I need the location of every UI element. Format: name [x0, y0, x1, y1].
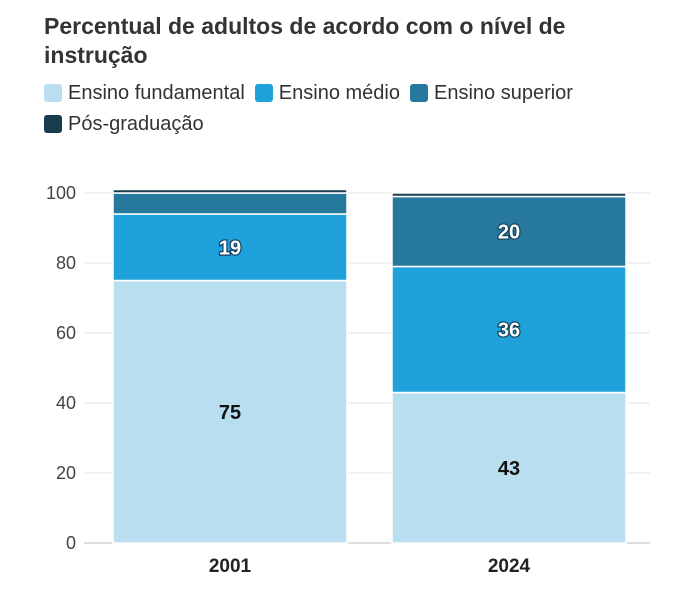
data-label-2024-0: 43	[498, 458, 520, 480]
legend-swatch-ensino-fundamental	[44, 84, 62, 102]
legend-label-ensino-superior: Ensino superior	[433, 82, 573, 104]
x-category-label-2001: 2001	[209, 556, 252, 577]
chart-title: Percentual de adultos de acordo com o ní…	[44, 13, 566, 68]
data-label-2001-1: 19	[219, 237, 241, 259]
y-tick-label-0: 0	[66, 533, 76, 553]
bar-segment-2024-1[interactable]	[391, 265, 627, 394]
legend-label-pos-graduacao: Pós-graduação	[68, 113, 204, 135]
legend-swatch-pos-graduacao	[44, 115, 62, 133]
bar-segment-2024-3[interactable]	[391, 192, 627, 198]
y-tick-label-20: 20	[56, 463, 76, 483]
legend-item-ensino-superior[interactable]: Ensino superior	[409, 82, 573, 104]
y-tick-label-60: 60	[56, 323, 76, 343]
legend-swatch-ensino-superior	[409, 84, 428, 102]
chart-legend: Ensino fundamental Ensino médio Ensino s…	[44, 82, 664, 135]
legend-item-ensino-medio[interactable]: Ensino médio	[254, 82, 400, 104]
legend-item-pos-graduacao[interactable]: Pós-graduação	[44, 113, 204, 135]
y-tick-label-40: 40	[56, 393, 76, 413]
data-label-2024-2: 20	[498, 222, 520, 244]
y-tick-label-80: 80	[56, 253, 76, 273]
legend-label-ensino-fundamental: Ensino fundamental	[68, 82, 245, 104]
bar-segment-2001-2[interactable]	[112, 192, 348, 215]
bar-segment-2001-3[interactable]	[112, 188, 348, 194]
data-label-2001-0: 75	[219, 402, 241, 424]
legend-swatch-ensino-medio	[254, 84, 273, 102]
x-category-label-2024: 2024	[488, 556, 531, 577]
legend-label-ensino-medio: Ensino médio	[278, 82, 400, 104]
y-tick-label-100: 100	[46, 183, 76, 203]
bar-segment-2024-2[interactable]	[391, 195, 627, 268]
data-label-2024-1: 36	[498, 320, 520, 342]
legend-item-ensino-fundamental[interactable]: Ensino fundamental	[44, 82, 245, 104]
bar-segment-2001-0[interactable]	[112, 279, 348, 544]
